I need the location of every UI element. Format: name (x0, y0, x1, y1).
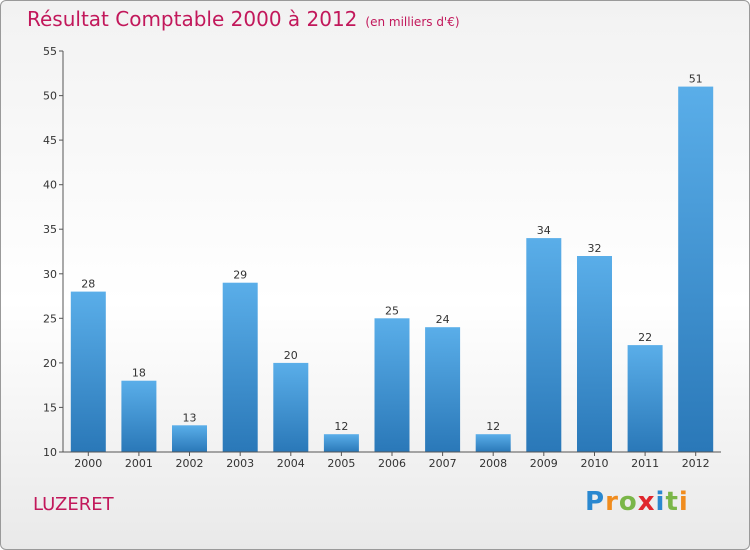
logo-letter: o (618, 487, 638, 517)
bar-2011 (627, 345, 663, 452)
value-label-2005: 12 (334, 420, 348, 433)
chart-title-main: Résultat Comptable 2000 à 2012 (27, 7, 358, 31)
y-tick-label-55: 55 (43, 45, 57, 58)
y-tick-label-10: 10 (43, 446, 57, 459)
bar-2001 (121, 380, 157, 452)
y-tick-label-15: 15 (43, 401, 57, 414)
value-label-2008: 12 (486, 420, 500, 433)
value-label-2006: 25 (385, 304, 399, 317)
y-tick-label-25: 25 (43, 312, 57, 325)
bar-2003 (222, 282, 258, 452)
town-name: LUZERET (33, 494, 114, 515)
logo-letter: P (585, 487, 606, 517)
x-tick-label-2001: 2001 (125, 457, 153, 470)
value-label-2003: 29 (233, 269, 247, 282)
bar-2005 (323, 434, 359, 452)
logo-letter: x (637, 487, 656, 517)
y-tick-label-30: 30 (43, 268, 57, 281)
x-tick-label-2009: 2009 (530, 457, 558, 470)
y-tick-label-50: 50 (43, 90, 57, 103)
x-tick-label-2000: 2000 (74, 457, 102, 470)
value-label-2010: 32 (588, 242, 602, 255)
proxiti-logo: Proxiti (585, 487, 689, 517)
logo-letter: r (605, 487, 619, 517)
logo-letter: i (655, 487, 666, 517)
bar-2002 (172, 425, 207, 452)
chart-title: Résultat Comptable 2000 à 2012 (en millie… (27, 7, 460, 31)
value-label-2004: 20 (284, 349, 298, 362)
bar-2000 (70, 291, 106, 452)
y-tick-label-45: 45 (43, 134, 57, 147)
y-tick-label-35: 35 (43, 223, 57, 236)
x-tick-label-2003: 2003 (226, 457, 254, 470)
x-tick-label-2012: 2012 (682, 457, 710, 470)
value-label-2002: 13 (183, 411, 197, 424)
value-label-2007: 24 (436, 313, 450, 326)
value-label-2012: 51 (689, 73, 703, 86)
y-tick-label-40: 40 (43, 179, 57, 192)
bar-2010 (577, 256, 612, 452)
bar-2009 (526, 238, 562, 452)
x-tick-label-2005: 2005 (327, 457, 355, 470)
value-label-2009: 34 (537, 224, 551, 237)
x-tick-label-2002: 2002 (176, 457, 204, 470)
x-tick-label-2008: 2008 (479, 457, 507, 470)
x-tick-label-2004: 2004 (277, 457, 305, 470)
bar-2006 (374, 318, 410, 452)
x-tick-label-2011: 2011 (631, 457, 659, 470)
bars-group: 28 18 13 29 20 12 25 24 12 34 32 22 51 (70, 73, 714, 452)
x-tick-label-2007: 2007 (429, 457, 457, 470)
value-label-2011: 22 (638, 331, 652, 344)
bar-2008 (475, 434, 511, 452)
logo-letter: i (678, 487, 689, 517)
value-label-2000: 28 (81, 278, 95, 291)
value-label-2001: 18 (132, 367, 146, 380)
bar-2012 (678, 86, 714, 452)
bar-2007 (425, 327, 461, 452)
chart-subtitle: (en milliers d'€) (365, 15, 460, 29)
logo-letter: t (665, 487, 679, 517)
y-tick-label-20: 20 (43, 357, 57, 370)
x-tick-label-2010: 2010 (581, 457, 609, 470)
bar-2004 (273, 362, 309, 452)
axes-group: 2000 2001 2002 2003 2004 2005 2006 2007 2008 2009… (43, 45, 721, 470)
x-tick-label-2006: 2006 (378, 457, 406, 470)
